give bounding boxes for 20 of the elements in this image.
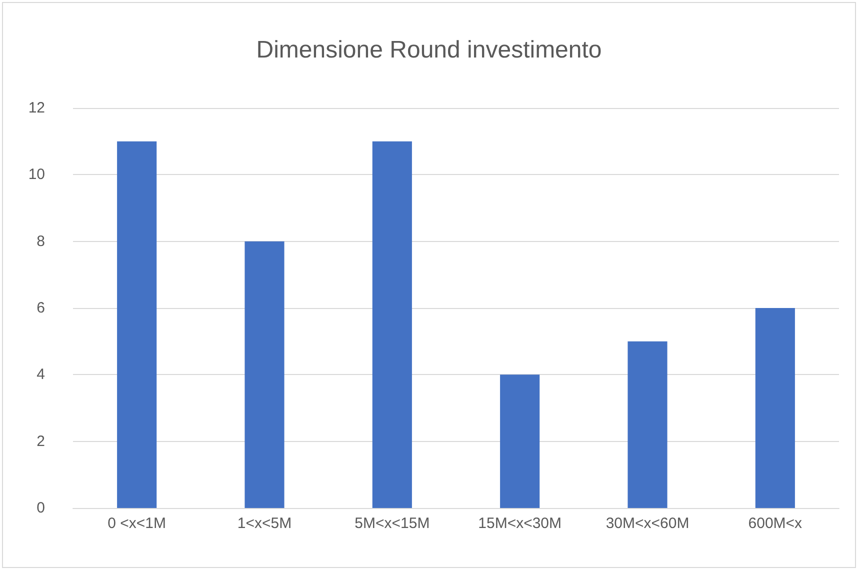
y-tick-label: 10: [28, 166, 45, 184]
bar: [372, 141, 412, 508]
chart-title: Dimensione Round investimento: [256, 36, 602, 64]
y-tick-label: 6: [36, 300, 45, 316]
y-tick-label: 12: [28, 100, 45, 116]
x-tick-label: 0 <x<1M: [108, 515, 166, 532]
bar: [755, 308, 795, 508]
x-tick-label: 15M<x<30M: [478, 515, 562, 532]
x-tick-label: 1<x<5M: [237, 515, 292, 532]
x-tick-label: 600M<x: [748, 515, 803, 532]
x-tick-label: 30M<x<60M: [606, 515, 690, 532]
bar: [628, 341, 668, 508]
bar: [117, 141, 157, 508]
x-tick-label: 5M<x<15M: [354, 515, 430, 532]
y-tick-label: 2: [36, 432, 45, 450]
y-tick-label: 8: [36, 232, 45, 250]
y-tick-label: 0: [36, 500, 45, 516]
y-tick-label: 4: [36, 366, 45, 384]
bar: [500, 374, 540, 508]
bar: [244, 241, 284, 508]
